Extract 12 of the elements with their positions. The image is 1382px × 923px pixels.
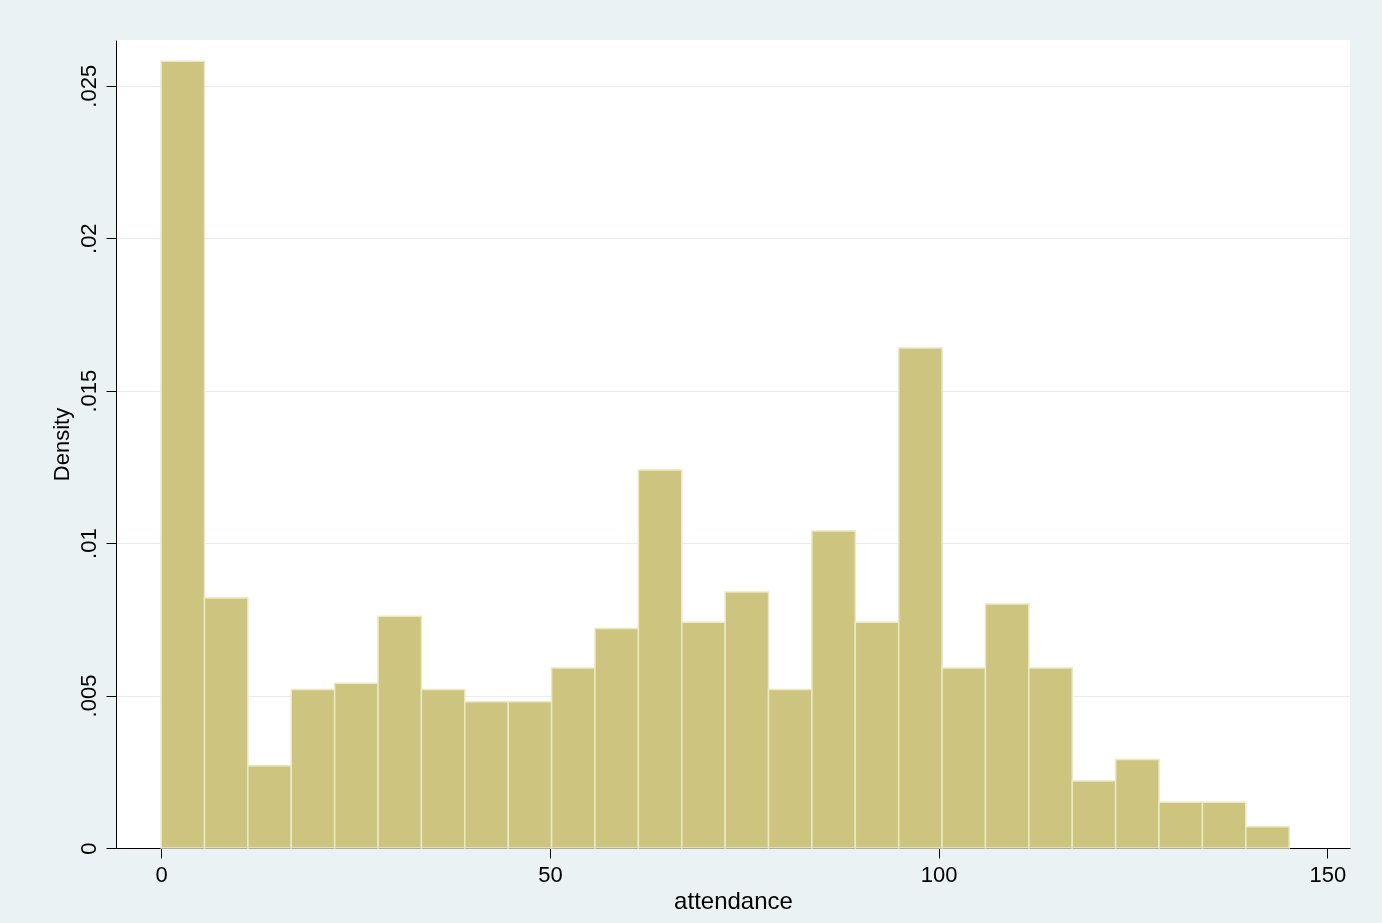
y-tick-label: 0 — [75, 842, 101, 855]
y-axis-title: Density — [48, 407, 74, 482]
y-tick-label: .015 — [75, 369, 101, 413]
x-axis-title: attendance — [674, 886, 793, 914]
y-tick-label: .01 — [75, 528, 101, 559]
y-tick-label: .025 — [75, 64, 101, 108]
x-tick-label: 50 — [538, 861, 563, 887]
x-tick-label: 150 — [1309, 861, 1347, 887]
x-tick-label: 0 — [155, 861, 168, 887]
x-tick-label: 100 — [920, 861, 958, 887]
y-tick-label: .02 — [75, 223, 101, 254]
y-tick-label: .005 — [75, 674, 101, 718]
